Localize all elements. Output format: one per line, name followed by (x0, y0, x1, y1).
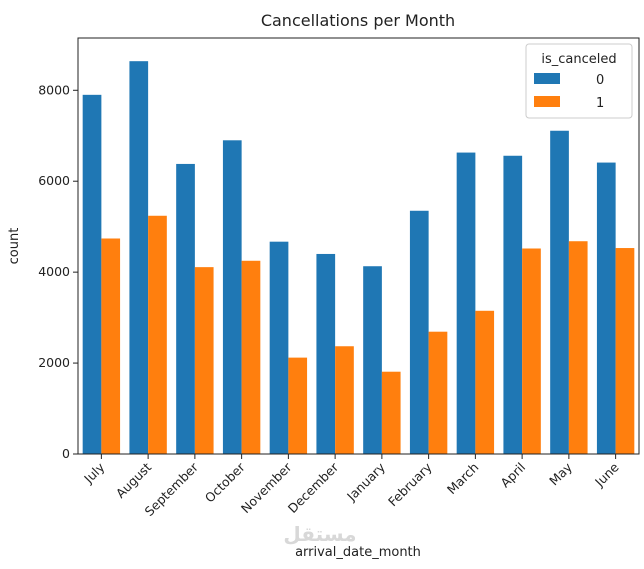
legend-label-1: 1 (596, 96, 604, 111)
bar-march-series-0 (456, 152, 476, 454)
bar-march-series-1 (475, 310, 495, 454)
x-tick-label-october: October (202, 459, 249, 506)
x-tick-label-march: March (444, 460, 482, 498)
bar-november-series-0 (269, 241, 289, 454)
bar-october-series-1 (241, 260, 261, 454)
bar-april-series-0 (503, 155, 523, 455)
legend-swatch-1 (534, 96, 560, 107)
x-tick-label-january: January (343, 459, 388, 504)
bar-october-series-0 (222, 140, 242, 454)
bar-july-series-0 (82, 94, 102, 455)
chart-title: Cancellations per Month (261, 11, 455, 30)
x-tick-label-may: May (546, 459, 575, 488)
bar-february-series-1 (428, 331, 448, 454)
legend-title: is_canceled (541, 52, 616, 67)
x-tick-label-february: February (385, 459, 435, 509)
plot-frame (77, 37, 640, 455)
bar-february-series-0 (409, 210, 429, 454)
y-tick-label: 0 (62, 446, 70, 461)
bar-september-series-1 (194, 267, 214, 454)
bar-june-series-1 (615, 248, 635, 454)
bar-august-series-0 (129, 61, 149, 454)
y-axis-label: count (7, 228, 22, 265)
bar-july-series-1 (101, 238, 121, 454)
x-tick-label-april: April (497, 460, 528, 491)
watermark-logo: مستقل (283, 522, 356, 546)
y-tick-label: 6000 (38, 173, 70, 188)
bar-january-series-1 (381, 371, 401, 454)
bar-may-series-0 (550, 130, 569, 454)
x-tick-label-december: December (285, 459, 342, 516)
legend: is_canceled 0 1 (525, 43, 633, 119)
bar-august-series-1 (148, 215, 167, 454)
bar-september-series-0 (176, 163, 195, 454)
bar-may-series-1 (568, 241, 588, 454)
x-axis-label: arrival_date_month (295, 545, 421, 560)
bar-january-series-0 (363, 266, 382, 454)
x-tick-label-july: July (80, 459, 108, 487)
bar-december-series-0 (316, 253, 336, 454)
x-tick-label-june: June (591, 459, 622, 490)
legend-swatch-0 (534, 73, 560, 84)
bar-november-series-1 (288, 357, 308, 454)
bar-december-series-1 (335, 346, 354, 454)
legend-label-0: 0 (596, 73, 604, 88)
bar-june-series-0 (596, 162, 616, 454)
y-tick-label: 8000 (38, 82, 70, 97)
y-tick-label: 4000 (38, 264, 70, 279)
bar-april-series-1 (522, 248, 541, 454)
x-tick-label-august: August (113, 459, 155, 501)
y-tick-label: 2000 (38, 355, 70, 370)
